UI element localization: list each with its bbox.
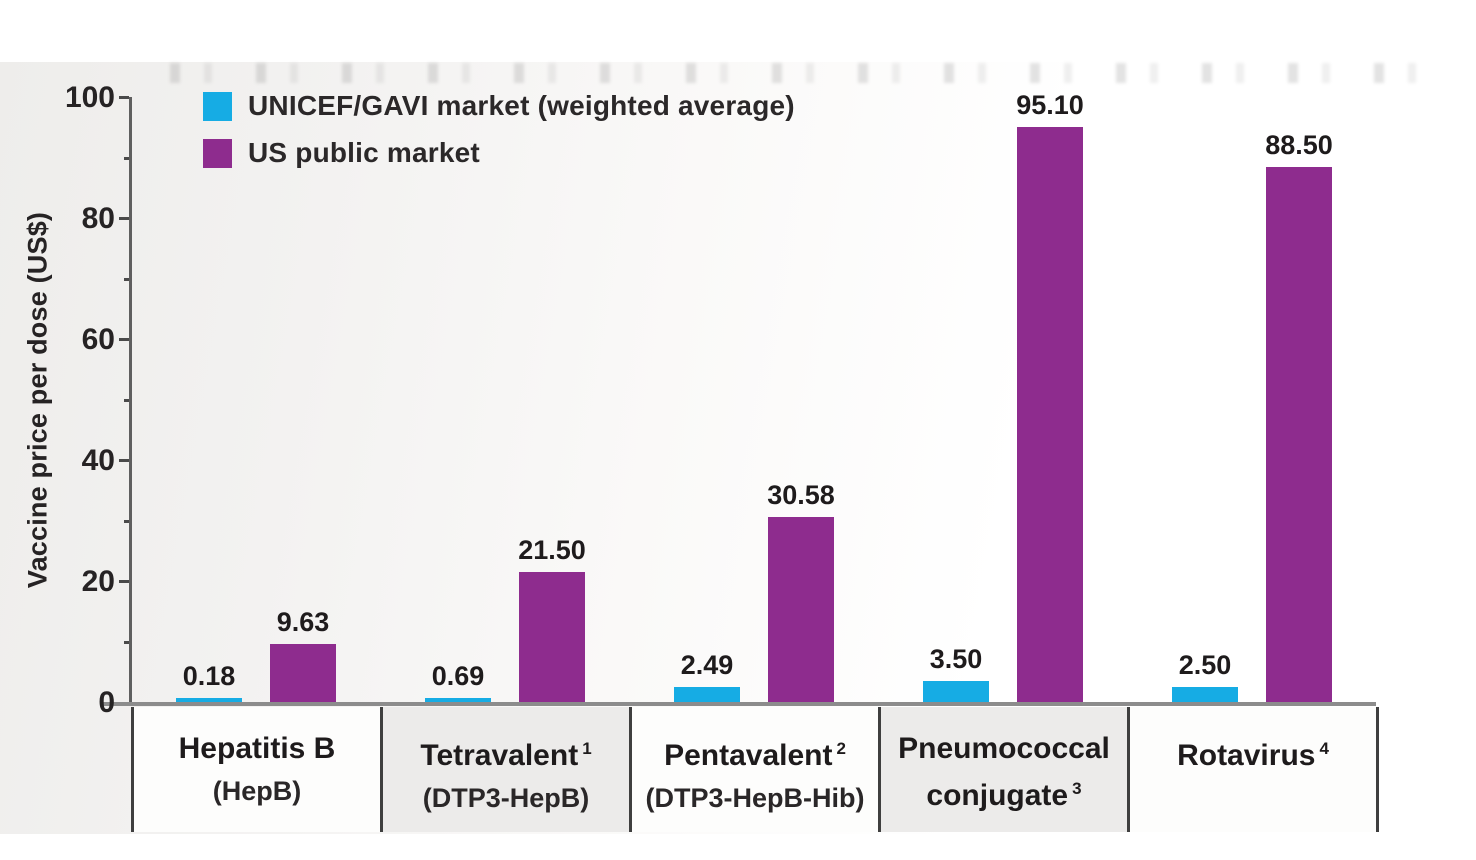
legend-label-gavi: UNICEF/GAVI market (weighted average) <box>248 90 795 121</box>
bar-gavi-hepatitis-b <box>176 698 242 702</box>
bar-value-us-hepatitis-b: 9.63 <box>276 607 330 637</box>
bar-us-hepatitis-b <box>270 644 336 702</box>
footnote-superscript: 4 <box>1319 739 1329 758</box>
y-tick-label: 80 <box>81 202 115 235</box>
category-sublabel: conjugate 3 <box>926 779 1082 812</box>
category-cell-tetravalent: Tetravalent 1 (DTP3-HepB) <box>380 707 629 832</box>
footnote-superscript: 3 <box>1072 779 1082 798</box>
category-cell-pneumococcal: Pneumococcal conjugate 3 <box>878 707 1127 832</box>
y-tick-label: 100 <box>64 81 115 114</box>
bar-value-gavi-rotavirus: 2.50 <box>1178 650 1232 680</box>
category-cell-hepatitis-b: Hepatitis B (HepB) <box>131 707 380 832</box>
category-sublabel: (DTP3-HepB-Hib) <box>645 783 865 813</box>
x-axis-baseline <box>100 702 1376 706</box>
category-label: Tetravalent 1 <box>420 739 592 772</box>
y-axis-line <box>129 97 132 705</box>
bar-us-rotavirus <box>1266 167 1332 702</box>
bar-value-gavi-tetravalent: 0.69 <box>431 661 485 691</box>
y-minor-tick <box>124 520 129 523</box>
bar-value-gavi-pneumococcal: 3.50 <box>929 644 983 674</box>
category-label: Pentavalent 2 <box>664 739 846 772</box>
bar-value-us-tetravalent: 21.50 <box>518 535 586 565</box>
bar-value-us-pentavalent: 30.58 <box>767 480 835 510</box>
legend-label-us: US public market <box>248 137 480 168</box>
category-cell-rotavirus: Rotavirus 4 <box>1127 707 1379 832</box>
bar-us-pneumococcal <box>1017 127 1083 702</box>
legend-item-us: US public market <box>203 137 795 169</box>
bar-gavi-pentavalent <box>674 687 740 702</box>
category-sublabel: (HepB) <box>212 776 302 806</box>
cropped-text-artifact <box>170 63 1460 83</box>
y-major-tick <box>119 338 129 341</box>
footnote-superscript: 2 <box>836 739 846 758</box>
bar-gavi-tetravalent <box>425 698 491 702</box>
bar-us-pentavalent <box>768 517 834 702</box>
y-minor-tick <box>124 157 129 160</box>
bar-value-gavi-hepatitis-b: 0.18 <box>182 661 236 691</box>
y-major-tick <box>119 580 129 583</box>
bar-value-gavi-pentavalent: 2.49 <box>680 650 734 680</box>
legend-item-gavi: UNICEF/GAVI market (weighted average) <box>203 90 795 122</box>
footnote-superscript: 1 <box>582 739 592 758</box>
category-cell-pentavalent: Pentavalent 2 (DTP3-HepB-Hib) <box>629 707 878 832</box>
y-tick-label: 40 <box>81 444 115 477</box>
y-axis-title: Vaccine price per dose (US$) <box>22 211 53 589</box>
legend-swatch-us <box>203 138 232 168</box>
bar-value-us-rotavirus: 88.50 <box>1265 130 1333 160</box>
y-major-tick <box>119 96 129 99</box>
y-minor-tick <box>124 641 129 644</box>
bar-gavi-pneumococcal <box>923 681 989 702</box>
category-label: Hepatitis B <box>178 732 336 765</box>
y-major-tick <box>119 459 129 462</box>
legend-swatch-gavi <box>203 91 232 121</box>
y-tick-label: 0 <box>98 686 115 719</box>
y-minor-tick <box>124 278 129 281</box>
y-major-tick <box>119 217 129 220</box>
category-sublabel: (DTP3-HepB) <box>422 783 590 813</box>
y-tick-label: 60 <box>81 323 115 356</box>
bar-us-tetravalent <box>519 572 585 702</box>
category-label: Rotavirus 4 <box>1177 739 1329 772</box>
bar-value-us-pneumococcal: 95.10 <box>1016 90 1084 120</box>
legend: UNICEF/GAVI market (weighted average) US… <box>203 90 795 169</box>
bar-gavi-rotavirus <box>1172 687 1238 702</box>
y-minor-tick <box>124 399 129 402</box>
category-label: Pneumococcal <box>898 732 1110 765</box>
y-tick-label: 20 <box>81 565 115 598</box>
